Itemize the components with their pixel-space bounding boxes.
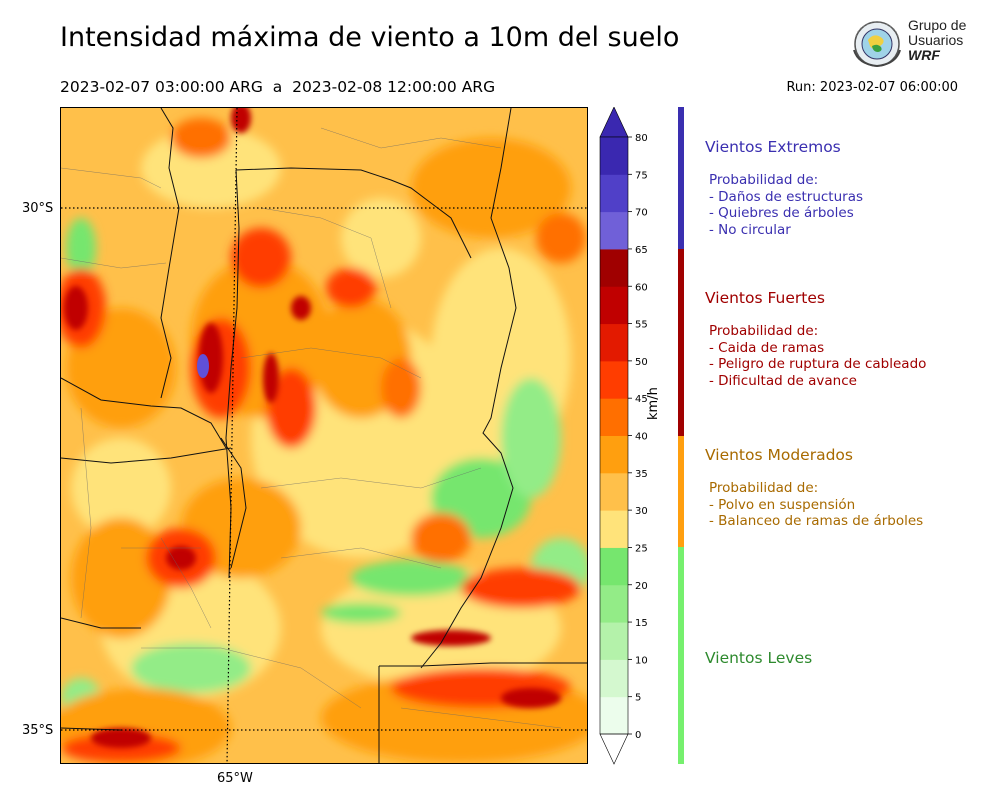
category-moderate-desc: Probabilidad de: - Polvo en suspensión -…	[709, 480, 923, 530]
wrf-logo: Grupo de Usuarios WRF	[848, 16, 968, 72]
desc-line: Probabilidad de:	[709, 480, 819, 496]
wind-field-svg	[61, 108, 587, 763]
desc-line: - Quiebres de árboles	[709, 205, 854, 221]
category-light-title: Vientos Leves	[705, 649, 813, 667]
category-bar	[678, 248, 684, 436]
category-moderate-title: Vientos Moderados	[705, 446, 853, 464]
colorbar-band	[600, 323, 628, 362]
colorbar-tick-label: 0	[635, 730, 641, 741]
colorbar-band	[600, 360, 628, 399]
colorbar-band	[600, 211, 628, 250]
desc-line: Probabilidad de:	[709, 323, 819, 339]
colorbar-tick-label: 80	[635, 133, 648, 144]
graticule	[61, 108, 587, 763]
colorbar-over-triangle	[599, 106, 629, 138]
chart-title: Intensidad máxima de viento a 10m del su…	[60, 22, 680, 53]
colorbar-tick-label: 45	[635, 394, 648, 405]
forecast-period: 2023-02-07 03:00:00 ARG a 2023-02-08 12:…	[60, 78, 495, 96]
colorbar-band	[600, 472, 628, 511]
colorbar-band	[600, 510, 628, 548]
wind-map	[60, 107, 588, 764]
desc-line: - Caida de ramas	[709, 339, 825, 356]
colorbar-tick-label: 65	[635, 245, 648, 256]
colorbar-band	[600, 435, 628, 474]
period-end: 2023-02-08 12:00:00 ARG	[292, 78, 496, 96]
colorbar-band	[600, 696, 628, 735]
colorbar-band	[600, 398, 628, 436]
desc-line: - Dificultad de avance	[709, 372, 857, 389]
colorbar-tick-label: 50	[635, 357, 648, 368]
colorbar-tick-label: 5	[635, 693, 641, 704]
colorbar-tick-label: 10	[635, 655, 648, 666]
colorbar-tick-label: 75	[635, 170, 648, 181]
colorbar-tick-label: 35	[635, 469, 648, 480]
colorbar-band	[600, 622, 628, 660]
colorbar-band	[600, 286, 628, 325]
desc-line: - Daños de estructuras	[709, 188, 864, 205]
desc-line: - Peligro de ruptura de cableado	[709, 356, 927, 372]
colorbar-tick-label: 60	[635, 282, 648, 293]
globe-logo-icon	[853, 21, 901, 68]
colorbar-band	[600, 547, 628, 586]
category-bar	[678, 547, 684, 764]
colorbar-band	[600, 174, 628, 213]
category-strong-desc: Probabilidad de: - Caida de ramas - Peli…	[709, 323, 926, 389]
category-bar	[678, 107, 684, 249]
lat-label-30s: 30°S	[22, 201, 54, 216]
desc-line: - Polvo en suspensión	[709, 496, 856, 513]
logo-line2: Usuarios	[908, 32, 964, 48]
colorbar-tick-label: 25	[635, 543, 648, 554]
colorbar-band	[600, 248, 628, 287]
department-borders	[61, 127, 562, 729]
colorbar-tick-label: 55	[635, 320, 648, 331]
category-extreme-title: Vientos Extremos	[705, 138, 841, 156]
colorbar-tick-label: 15	[635, 618, 648, 629]
wind-field	[61, 118, 587, 763]
lat-label-35s: 35°S	[22, 723, 54, 738]
colorbar-under-triangle	[599, 733, 629, 765]
category-extreme-desc: Probabilidad de: - Daños de estructuras …	[709, 172, 863, 238]
extreme-wind-spot	[197, 354, 209, 378]
run-time: Run: 2023-02-07 06:00:00	[786, 80, 958, 95]
colorbar-tick-label: 70	[635, 208, 648, 219]
colorbar-tick-label: 30	[635, 506, 648, 517]
colorbar-tick-label: 20	[635, 581, 648, 592]
lon-label-65w: 65°W	[217, 771, 253, 786]
colorbar-band	[600, 659, 628, 698]
colorbar-svg: 0 5 10 15 20 25 30 35 40 45 50 55 60 65 70 75 80	[599, 106, 648, 765]
desc-line: - No circular	[709, 221, 791, 238]
colorbar: 0 5 10 15 20 25 30 35 40 45 50 55 60 65 70 75 80	[598, 106, 668, 767]
logo-line1: Grupo de	[908, 17, 967, 33]
colorbar-band	[600, 137, 628, 175]
desc-line: Probabilidad de:	[709, 172, 819, 188]
logo-line3: WRF	[908, 47, 940, 63]
category-bar	[678, 435, 684, 548]
desc-line: - Balanceo de ramas de árboles	[709, 513, 924, 529]
colorbar-tick-label: 40	[635, 432, 648, 443]
period-start: 2023-02-07 03:00:00 ARG	[60, 78, 263, 96]
colorbar-unit: km/h	[646, 387, 661, 420]
category-strong-title: Vientos Fuertes	[705, 289, 825, 307]
period-separator: a	[272, 78, 283, 96]
colorbar-band	[600, 584, 628, 623]
